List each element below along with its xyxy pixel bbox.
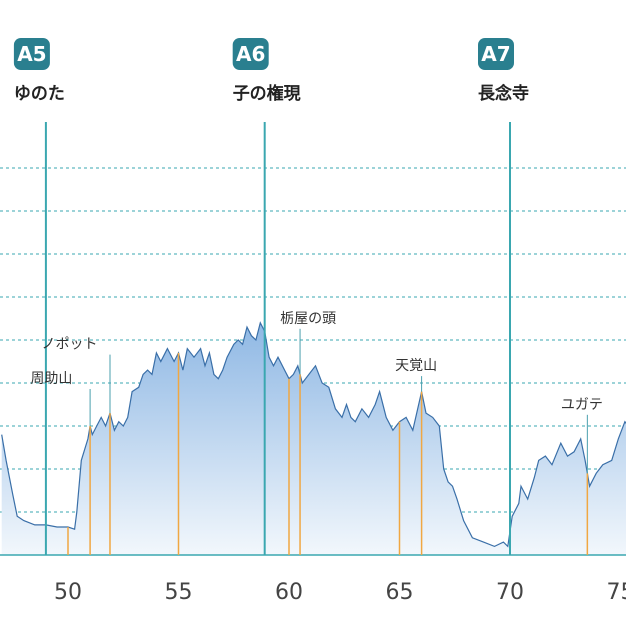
checkpoint-a5: A5 ゆのた: [13, 38, 65, 104]
peak-label: 栃屋の頭: [280, 311, 336, 327]
peak-label: 周助山: [30, 371, 72, 387]
checkpoint-name: ゆのた: [14, 84, 65, 104]
elevation-fill: [1, 322, 626, 555]
checkpoint-code: A7: [481, 42, 510, 66]
x-tick-label: 75: [607, 580, 626, 605]
peak-label: 天覚山: [395, 358, 437, 374]
checkpoint-code: A5: [17, 42, 46, 66]
x-tick-label: 60: [275, 580, 303, 605]
x-tick-label: 50: [54, 580, 82, 605]
x-tick-label: 55: [165, 580, 193, 605]
x-tick-label: 70: [496, 580, 524, 605]
checkpoint-a7: A7 長念寺: [478, 38, 529, 104]
checkpoint-name: 子の権現: [233, 83, 301, 104]
checkpoint-name: 長念寺: [478, 83, 529, 104]
valley-markers: [67, 352, 589, 555]
x-axis-ticks: 50 55 60 65 70 75: [54, 580, 626, 605]
checkpoint-a6: A6 子の権現: [232, 38, 301, 104]
x-tick-label: 65: [386, 580, 414, 605]
checkpoint-code: A6: [236, 42, 265, 66]
peak-label: ノポット: [41, 337, 97, 353]
checkpoint-badge: [232, 38, 269, 70]
peak-label: ユガテ: [561, 397, 603, 413]
checkpoint-labels: A5 ゆのた A6 子の権現 A7 長念寺: [13, 38, 529, 104]
checkpoint-badge: [478, 38, 514, 70]
checkpoint-lines: [44, 122, 511, 555]
checkpoint-badge: [13, 38, 50, 70]
elevation-line: [1, 321, 626, 548]
elevation-area: [0, 321, 626, 556]
